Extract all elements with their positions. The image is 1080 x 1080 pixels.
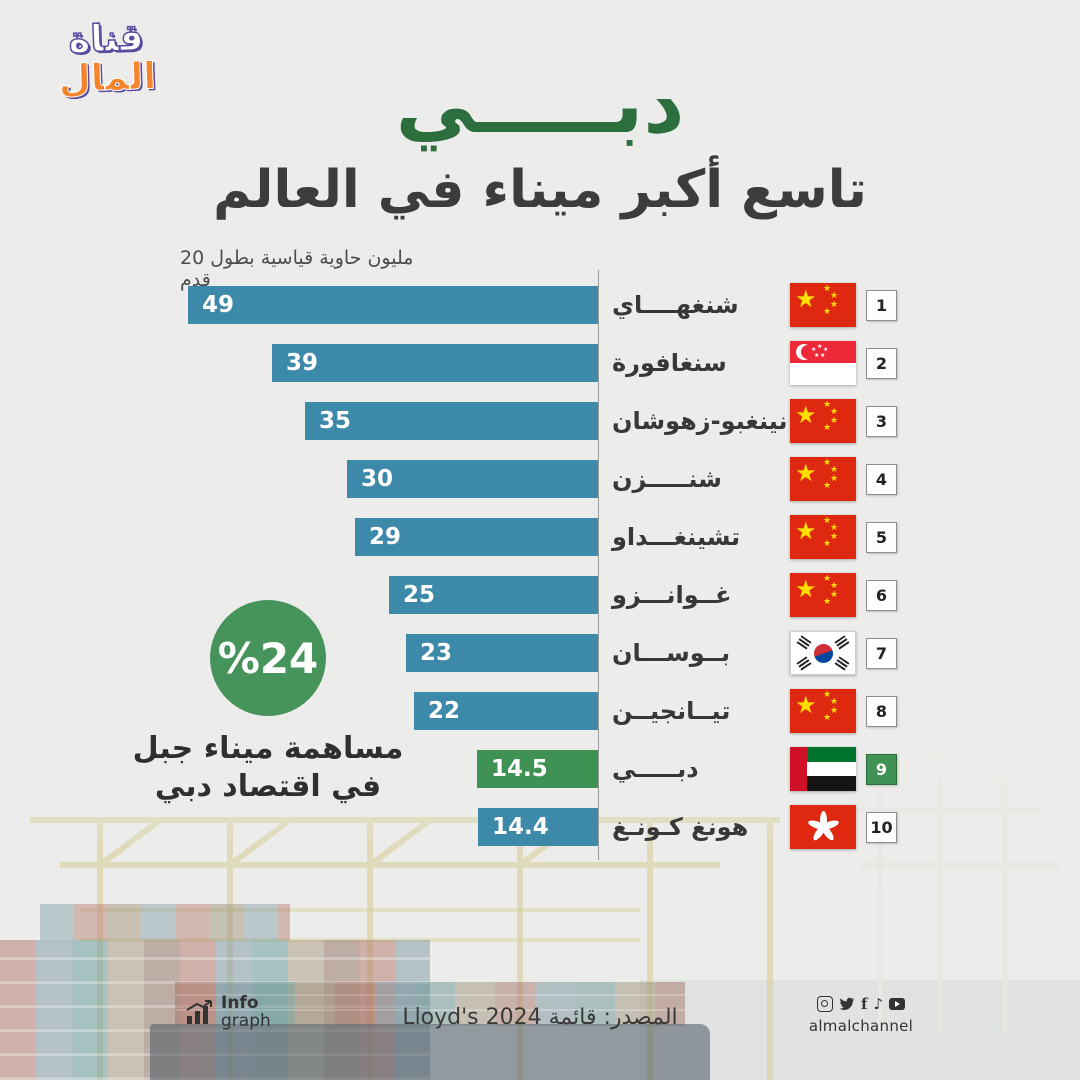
axis-unit-label: مليون حاوية قياسية بطول 20 قدم [180, 247, 414, 291]
bar: 30 [347, 460, 598, 498]
bar-value: 23 [420, 639, 453, 666]
bar-chart: 49 شنغهــــاي ★ ★ ★ ★ ★ 1 39 سنغافورة ★ ★ ★ ★ ★ 2 35 نينغ… [180, 270, 904, 860]
stat-percent-badge: %24 [210, 600, 326, 716]
stat-percent-value: %24 [217, 633, 319, 683]
bar-cell: 30 [180, 460, 598, 498]
port-name: شنغهــــاي [612, 291, 739, 319]
page-subtitle: تاسع أكبر ميناء في العالم [213, 160, 867, 220]
flag-china-icon: ★ ★ ★ ★ ★ [790, 283, 856, 327]
flag-china-icon: ★ ★ ★ ★ ★ [790, 689, 856, 733]
port-row: 14.5 دبـــــي 9 [180, 740, 904, 798]
infograph-text-line1: Info [221, 993, 259, 1013]
ship-hull [150, 1024, 710, 1080]
port-row: 25 غــوانـــزو ★ ★ ★ ★ ★ 6 [180, 566, 904, 624]
flag-uae-icon [790, 747, 856, 791]
bar-value: 14.4 [492, 813, 549, 840]
bar: 29 [355, 518, 598, 556]
rank-badge: 6 [866, 579, 897, 611]
port-row: 35 نينغبو-زهوشان ★ ★ ★ ★ ★ 3 [180, 392, 904, 450]
social-handle: almalchannel [808, 1017, 914, 1035]
bar-cell: 14.5 [180, 750, 598, 788]
rank-badge: 4 [866, 463, 897, 495]
stat-caption-line2: في اقتصاد دبي [154, 768, 382, 804]
port-row: 30 شنـــــزن ★ ★ ★ ★ ★ 4 [180, 450, 904, 508]
flag-china-icon: ★ ★ ★ ★ ★ [790, 573, 856, 617]
stat-caption: مساهمة ميناء جبل في اقتصاد دبي [118, 730, 418, 805]
tiktok-icon: ♪ [873, 994, 884, 1013]
port-name: غــوانـــزو [612, 581, 732, 609]
port-row: 22 تيــانجيــن ★ ★ ★ ★ ★ 8 [180, 682, 904, 740]
rank-badge: 3 [866, 405, 897, 437]
infograph-logo: Info graph [185, 993, 271, 1031]
infograph-text-line2: graph [221, 1010, 271, 1031]
port-row: 23 بــوســـان 7 [180, 624, 904, 682]
social-icons-row: f ♪ [796, 995, 926, 1013]
bar: 23 [406, 634, 598, 672]
bar-value: 35 [319, 407, 352, 434]
port-name: بــوســـان [612, 639, 731, 667]
container-stack-small [40, 904, 290, 940]
port-name: تيــانجيــن [612, 697, 731, 725]
bar: 22 [414, 692, 598, 730]
bar: 49 [188, 286, 598, 324]
port-name: تشينغـــداو [612, 523, 741, 551]
rank-badge: 1 [866, 289, 897, 321]
infograph-chart-icon [186, 999, 212, 1024]
social-block: f ♪ almalchannel [796, 995, 926, 1035]
bar-cell: 22 [180, 692, 598, 730]
bar-value: 39 [286, 349, 319, 376]
bar: 14.4 [478, 808, 598, 846]
bar-cell: 29 [180, 518, 598, 556]
bar-cell: 23 [180, 634, 598, 672]
port-name: شنـــــزن [612, 465, 722, 493]
flag-south-korea-icon [790, 631, 856, 675]
twitter-icon [839, 997, 855, 1011]
bar-value: 29 [369, 523, 402, 550]
port-name: نينغبو-زهوشان [612, 407, 788, 435]
bar-cell: 14.4 [180, 808, 598, 846]
bar-value: 49 [202, 291, 235, 318]
flag-hong-kong-icon [790, 805, 856, 849]
instagram-icon [816, 996, 833, 1012]
bar-cell: 39 [180, 344, 598, 382]
bar-value: 30 [361, 465, 394, 492]
bar: 14.5 [477, 750, 598, 788]
chart-rows: 49 شنغهــــاي ★ ★ ★ ★ ★ 1 39 سنغافورة ★ ★ ★ ★ ★ 2 35 نينغ… [180, 276, 904, 856]
ship-containers [175, 982, 685, 1026]
rank-badge: 10 [866, 811, 897, 843]
port-name: دبـــــي [612, 755, 699, 783]
youtube-icon [889, 998, 906, 1010]
bar-value: 14.5 [491, 755, 548, 782]
bar-value: 22 [428, 697, 461, 724]
bar: 39 [272, 344, 598, 382]
rank-badge: 7 [866, 637, 897, 669]
stat-caption-line1: مساهمة ميناء جبل [132, 731, 404, 766]
bar: 25 [389, 576, 598, 614]
port-row: 29 تشينغـــداو ★ ★ ★ ★ ★ 5 [180, 508, 904, 566]
port-row: 49 شنغهــــاي ★ ★ ★ ★ ★ 1 [180, 276, 904, 334]
bar-cell: 25 [180, 576, 598, 614]
bar: 35 [305, 402, 598, 440]
bar-cell: 49 [180, 286, 598, 324]
rank-badge: 5 [866, 521, 897, 553]
rank-badge: 9 [866, 753, 897, 785]
port-row: 14.4 هونغ كـونـغ 10 [180, 798, 904, 856]
rank-badge: 8 [866, 695, 897, 727]
flag-china-icon: ★ ★ ★ ★ ★ [790, 457, 856, 501]
port-row: 39 سنغافورة ★ ★ ★ ★ ★ 2 [180, 334, 904, 392]
rank-badge: 2 [866, 347, 897, 379]
port-name: سنغافورة [612, 349, 727, 377]
source-credit: المصدر: قائمة Lloyd's 2024 [402, 1005, 678, 1030]
bar-cell: 35 [180, 402, 598, 440]
flag-singapore-icon: ★ ★ ★ ★ ★ [790, 341, 856, 385]
bar-value: 25 [403, 581, 436, 608]
facebook-icon: f [860, 994, 868, 1013]
flag-china-icon: ★ ★ ★ ★ ★ [790, 399, 856, 443]
flag-china-icon: ★ ★ ★ ★ ★ [790, 515, 856, 559]
chart-baseline [598, 270, 599, 860]
port-name: هونغ كـونـغ [612, 813, 749, 841]
page-title: دبـــــي [395, 58, 686, 151]
